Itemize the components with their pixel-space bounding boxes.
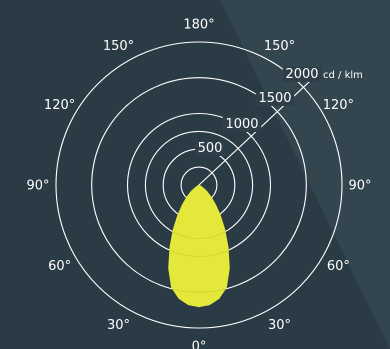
series-inner-ring-1500	[168, 185, 230, 293]
ring-label-bg-1000	[222, 117, 262, 132]
angle-label-180: 180°	[183, 18, 214, 33]
angle-label-neg60: 60°	[48, 259, 71, 274]
angle-label-0: 0°	[192, 340, 207, 349]
angle-label-neg120: 120°	[44, 98, 75, 113]
angle-label-120: 120°	[323, 98, 354, 113]
angle-labels: 0° 30° 60° 90° 120° 150° 180° 30° 60° 90° 120° 150°	[26, 18, 371, 349]
ring-label-500: 500	[198, 141, 223, 156]
ring-label-1000: 1000	[225, 117, 258, 132]
angle-label-neg150: 150°	[103, 39, 134, 54]
ring-label-bg-500	[195, 141, 225, 156]
ring-label-bg-2000	[282, 67, 322, 82]
radial-rings	[55, 41, 343, 329]
ring-2000	[55, 41, 343, 329]
series-inner-ring-1000	[168, 185, 230, 257]
series-inner-ring-750	[168, 185, 230, 240]
angle-label-30: 30°	[268, 318, 291, 333]
ring-label-2000: 2000	[285, 67, 318, 82]
angle-label-90: 90°	[348, 179, 371, 194]
angle-label-neg90: 90°	[26, 179, 49, 194]
background-diagonal-band	[220, 0, 390, 349]
ring-label-1500: 1500	[258, 91, 291, 106]
angle-label-60: 60°	[327, 259, 350, 274]
angle-label-neg30: 30°	[107, 318, 130, 333]
ring-label-bg-1500	[255, 91, 295, 106]
angle-label-150: 150°	[264, 39, 295, 54]
unit-label: cd / klm	[323, 70, 363, 81]
